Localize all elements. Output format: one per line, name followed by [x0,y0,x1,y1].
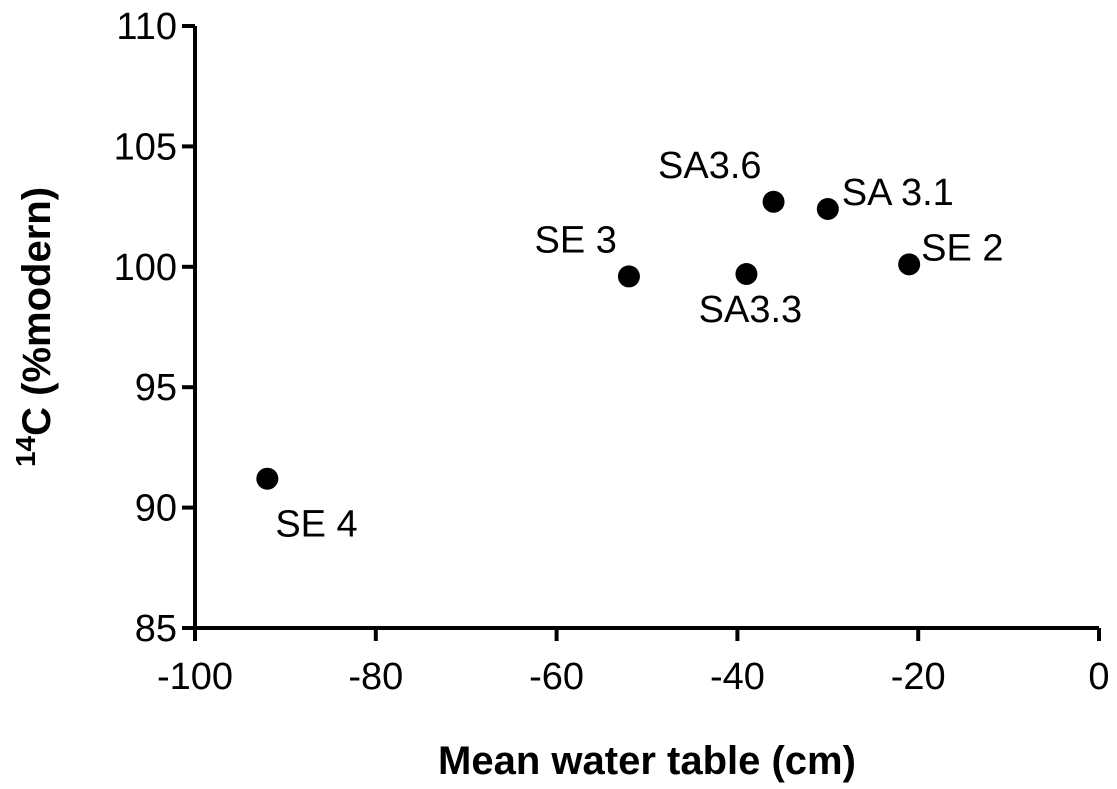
y-tick-label: 90 [135,488,177,530]
y-tick-label: 110 [116,6,177,48]
data-point [735,263,758,286]
data-point [256,467,279,490]
x-tick-label: -60 [529,656,584,698]
y-tick-label: 85 [135,608,177,650]
data-point-label: SE 3 [535,219,617,261]
x-axis-title: Mean water table (cm) [438,739,856,783]
y-axis-title-main: C (%modern) [15,187,59,436]
x-tick-label: -40 [710,656,765,698]
data-point [762,190,785,213]
y-axis-title: 14C (%modern) [10,187,60,467]
y-tick-label: 100 [114,247,177,289]
data-point-label: SE 2 [921,227,1003,269]
data-point [898,253,921,276]
x-tick-label: 0 [1088,656,1109,698]
data-point [617,265,640,288]
y-tick-label: 95 [135,367,177,409]
data-point [816,198,839,221]
y-axis-title-superscript: 14 [10,435,41,467]
data-point-label: SE 4 [275,504,357,546]
axes: 85 90 95 100 105 110 -100 -80 -60 -40 -20 0 [114,6,1110,698]
data-point-label: SA 3.1 [842,172,954,214]
x-tick-label: -20 [891,656,946,698]
data-point-label: SA3.3 [699,289,803,331]
x-tick-label: -80 [348,656,403,698]
data-point-label: SA3.6 [658,145,762,187]
y-tick-label: 105 [114,126,177,168]
x-tick-label: -100 [157,656,233,698]
data-marks: SE 4 SE 3 SA3.3 SA3.6 SA 3.1 SE 2 [256,145,1004,546]
